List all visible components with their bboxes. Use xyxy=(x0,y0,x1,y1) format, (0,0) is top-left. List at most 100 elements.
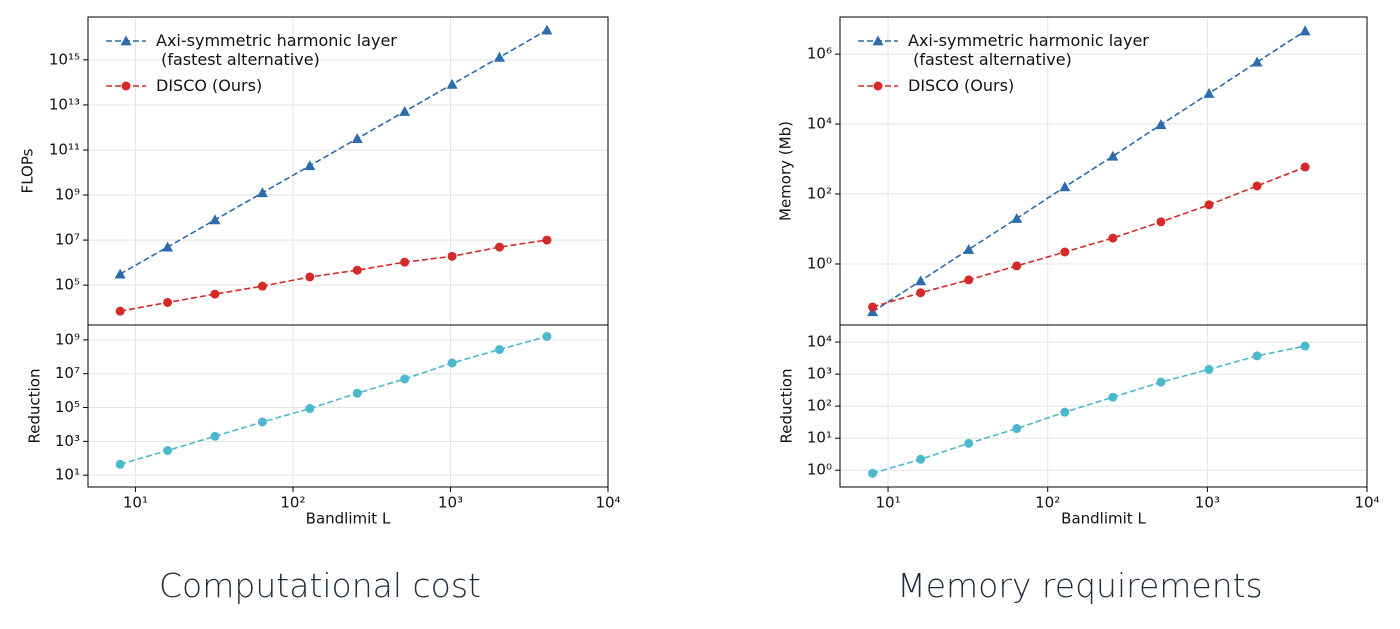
y-axis-label: Reduction xyxy=(778,369,796,444)
y-tick-label: 10⁷ xyxy=(55,364,80,382)
marker xyxy=(1155,119,1167,130)
marker xyxy=(400,374,410,384)
series-line xyxy=(872,166,1306,308)
y-tick-label: 10⁴ xyxy=(807,115,832,133)
marker xyxy=(400,257,410,267)
marker xyxy=(1251,56,1263,67)
x-tick-label: 10⁴ xyxy=(1354,494,1379,512)
legend-label: Axi-symmetric harmonic layer (fastest al… xyxy=(156,31,397,69)
marker xyxy=(963,243,975,254)
x-tick-label: 10³ xyxy=(438,494,463,512)
series-line xyxy=(872,30,1306,313)
marker xyxy=(1156,217,1166,227)
x-axis-label: Bandlimit L xyxy=(1061,510,1146,528)
marker xyxy=(1156,377,1166,387)
x-tick-label: 10¹ xyxy=(876,494,901,512)
y-tick-label: 10² xyxy=(807,397,832,415)
marker xyxy=(1252,351,1262,361)
marker xyxy=(1060,247,1070,257)
legend: Axi-symmetric harmonic layer (fastest al… xyxy=(856,31,1149,102)
marker xyxy=(209,214,221,225)
series-line xyxy=(119,29,548,275)
marker xyxy=(1108,392,1118,402)
marker xyxy=(916,288,926,298)
marker xyxy=(1012,261,1022,271)
x-tick-label: 10¹ xyxy=(123,494,148,512)
legend-swatch xyxy=(858,35,898,46)
marker xyxy=(495,345,505,355)
y-tick-label: 10¹⁵ xyxy=(49,50,80,68)
marker xyxy=(915,275,927,286)
marker xyxy=(447,251,457,261)
caption: Memory requirements xyxy=(897,566,1263,605)
marker xyxy=(115,306,125,316)
marker xyxy=(542,235,552,245)
x-axis-label: Bandlimit L xyxy=(306,510,391,528)
caption: Computational cost xyxy=(159,566,481,605)
marker xyxy=(257,417,267,427)
marker xyxy=(120,35,132,46)
y-tick-label: 10¹ xyxy=(55,466,80,484)
marker xyxy=(399,106,411,116)
legend-label: Axi-symmetric harmonic layer (fastest al… xyxy=(908,31,1149,69)
marker xyxy=(1203,87,1215,98)
marker xyxy=(1252,181,1262,191)
marker xyxy=(210,289,220,299)
y-tick-label: 10⁰ xyxy=(807,254,832,272)
y-axis-label: Memory (Mb) xyxy=(777,121,795,221)
series-line xyxy=(119,335,548,466)
marker xyxy=(447,358,457,368)
legend-swatch xyxy=(106,81,146,91)
y-tick-label: 10⁹ xyxy=(55,330,80,348)
x-tick-label: 10³ xyxy=(1195,494,1220,512)
marker xyxy=(352,388,362,398)
marker xyxy=(964,275,974,285)
marker xyxy=(1108,233,1118,243)
x-tick-label: 10² xyxy=(1035,494,1060,512)
marker xyxy=(964,438,974,448)
legend: Axi-symmetric harmonic layer (fastest al… xyxy=(104,31,397,102)
marker xyxy=(304,160,316,171)
marker xyxy=(1011,212,1023,223)
marker xyxy=(1300,341,1310,351)
y-tick-label: 10¹³ xyxy=(49,95,80,113)
marker xyxy=(916,454,926,464)
marker xyxy=(495,242,505,252)
marker xyxy=(494,51,506,62)
marker xyxy=(305,404,315,414)
marker xyxy=(541,24,553,35)
marker xyxy=(1059,181,1071,192)
marker xyxy=(121,81,131,91)
y-tick-label: 10⁹ xyxy=(55,186,80,204)
marker xyxy=(542,331,552,341)
y-tick-label: 10⁵ xyxy=(55,398,80,416)
axes-frame xyxy=(839,324,1368,488)
legend-label: DISCO (Ours) xyxy=(156,76,263,95)
marker xyxy=(1299,25,1311,36)
y-tick-label: 10¹¹ xyxy=(49,140,80,158)
marker xyxy=(163,297,173,307)
marker xyxy=(305,272,315,282)
marker xyxy=(868,302,878,312)
y-tick-label: 10⁴ xyxy=(807,333,832,351)
marker xyxy=(351,133,363,143)
y-tick-label: 10³ xyxy=(807,365,832,383)
y-tick-label: 10² xyxy=(807,185,832,203)
x-tick-label: 10⁴ xyxy=(595,494,620,512)
marker xyxy=(868,468,878,478)
axes-frame xyxy=(87,324,609,488)
y-tick-label: 10⁷ xyxy=(55,231,80,249)
marker xyxy=(257,281,267,291)
y-tick-label: 10¹ xyxy=(807,429,832,447)
series-line xyxy=(872,345,1306,475)
y-axis-label: FLOPs xyxy=(19,148,37,193)
y-tick-label: 10³ xyxy=(55,432,80,450)
marker xyxy=(1204,200,1214,210)
marker xyxy=(163,445,173,455)
legend-entry: DISCO (Ours) xyxy=(104,76,397,95)
y-tick-label: 10⁶ xyxy=(807,45,832,63)
marker xyxy=(1012,424,1022,434)
y-tick-label: 10⁰ xyxy=(807,461,832,479)
legend-entry: Axi-symmetric harmonic layer (fastest al… xyxy=(856,31,1149,69)
y-tick-label: 10⁵ xyxy=(55,276,80,294)
